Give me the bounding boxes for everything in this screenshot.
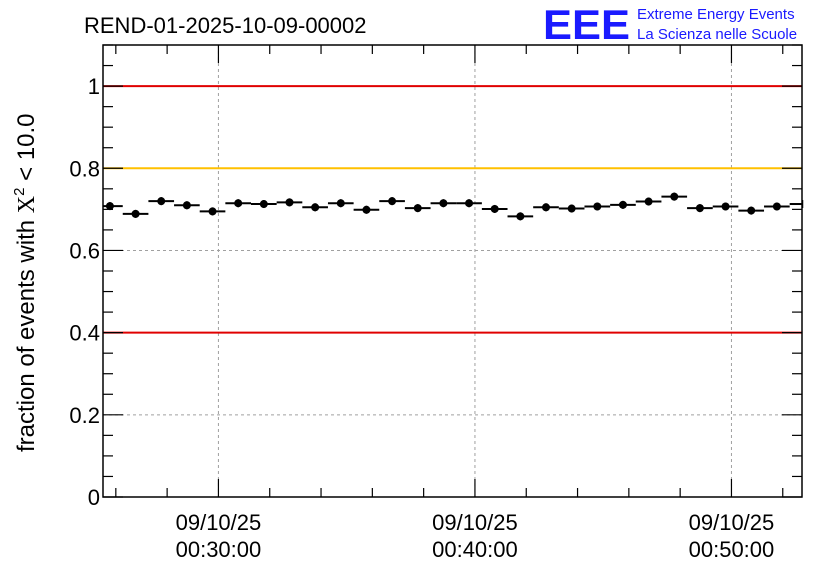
data-point — [789, 200, 804, 209]
marker — [567, 204, 576, 213]
y-axis: 0 0.2 0.4 0.6 0.8 1 — [69, 44, 802, 510]
marker — [105, 202, 114, 211]
marker — [721, 202, 730, 211]
marker — [747, 206, 756, 215]
data-point — [327, 199, 354, 208]
y-tick-label: 0 — [88, 485, 100, 510]
logo-caption-line2: La Scienza nelle Scuole — [637, 26, 797, 43]
marker — [772, 202, 781, 211]
y-axis-label: fraction of events with X2 < 10.0 — [11, 113, 40, 452]
data-point — [558, 204, 585, 213]
marker — [413, 204, 422, 213]
marker — [336, 199, 345, 208]
data-point — [430, 199, 457, 208]
x-tick-time: 00:50:00 — [689, 537, 775, 562]
y-tick-label: 0.8 — [69, 156, 100, 181]
data-point — [199, 207, 226, 216]
data-point — [738, 206, 765, 215]
data-point — [103, 202, 123, 211]
data-point — [507, 212, 534, 221]
marker — [285, 198, 294, 207]
marker — [259, 200, 268, 209]
marker — [131, 209, 140, 218]
data-point — [225, 199, 252, 208]
data-point — [764, 202, 790, 211]
data-series — [103, 192, 804, 221]
y-tick-label: 1 — [88, 74, 100, 99]
data-point — [379, 197, 405, 206]
data-point — [687, 204, 713, 213]
data-point — [276, 198, 303, 207]
marker — [362, 205, 371, 214]
marker — [490, 204, 499, 213]
data-point — [122, 209, 149, 218]
data-point — [533, 203, 559, 212]
y-tick-label: 0.6 — [69, 238, 100, 263]
data-point — [404, 204, 431, 213]
marker — [388, 197, 397, 206]
chart-title: REND-01-2025-10-09-00002 — [84, 13, 367, 38]
marker — [516, 212, 525, 221]
data-point — [481, 204, 508, 213]
plot-border — [102, 44, 803, 498]
data-point — [353, 205, 380, 214]
data-point — [635, 197, 662, 206]
x-tick-date: 09/10/25 — [689, 510, 775, 535]
data-point — [174, 201, 200, 210]
data-point — [610, 200, 636, 209]
data-point — [251, 200, 277, 209]
eee-logo-text: EEE — [543, 1, 630, 48]
data-point — [661, 192, 688, 201]
marker — [695, 204, 704, 213]
marker — [157, 197, 166, 206]
marker — [465, 199, 474, 208]
marker — [670, 192, 679, 201]
marker — [541, 203, 550, 212]
data-point — [584, 202, 611, 211]
marker — [234, 199, 243, 208]
x-tick-date: 09/10/25 — [432, 510, 518, 535]
x-tick-time: 00:40:00 — [432, 537, 518, 562]
reference-lines — [103, 85, 802, 334]
marker — [593, 202, 602, 211]
x-axis: 09/10/2500:30:0009/10/2500:40:0009/10/25… — [115, 45, 784, 562]
marker — [439, 199, 448, 208]
data-point — [148, 197, 175, 206]
plot-frame — [102, 44, 803, 498]
x-tick-date: 09/10/25 — [176, 510, 262, 535]
data-point — [456, 199, 482, 208]
data-point — [302, 203, 328, 212]
grid — [103, 45, 802, 497]
marker — [208, 207, 217, 216]
x-tick-time: 00:30:00 — [176, 537, 262, 562]
data-point — [712, 202, 739, 211]
marker — [618, 200, 627, 209]
y-tick-label: 0.4 — [69, 321, 100, 346]
eee-logo: EEE Extreme Energy Events La Scienza nel… — [543, 1, 797, 48]
marker — [311, 203, 320, 212]
y-tick-label: 0.2 — [69, 403, 100, 428]
marker — [644, 197, 653, 206]
logo-caption-line1: Extreme Energy Events — [637, 6, 795, 23]
marker — [182, 201, 191, 210]
